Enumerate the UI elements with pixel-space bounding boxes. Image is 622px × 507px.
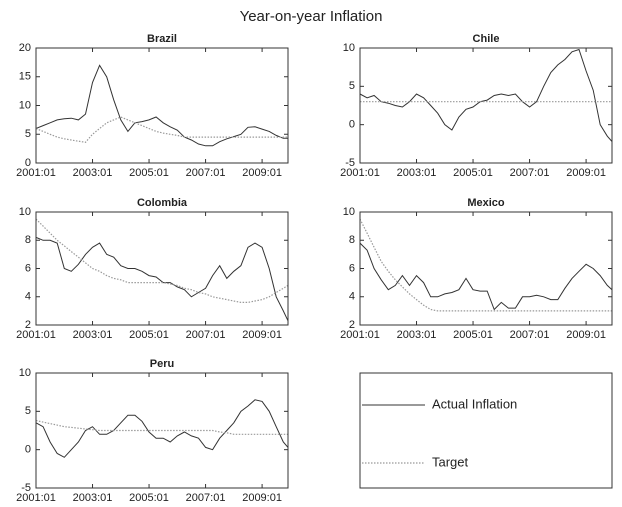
plot-frame: [359, 47, 613, 164]
panel: Colombia 2 4 6 8 10 2001:01 2003:01 2005:01 2007:…: [16, 197, 289, 341]
plot-frame: [359, 211, 613, 326]
x-tick-label: 2005:01: [453, 329, 493, 341]
panel-title: Peru: [150, 358, 174, 370]
y-tick-label: 10: [19, 99, 31, 111]
x-tick-label: 2003:01: [397, 329, 437, 341]
y-tick-label: 4: [349, 291, 355, 303]
panel: Peru -5 0 5 10 2001:01 2003:01 2005:01 2007:01 20…: [16, 358, 289, 504]
y-tick-label: 0: [25, 444, 31, 456]
x-tick-label: 2001:01: [340, 329, 380, 341]
y-tick-label: 10: [343, 206, 355, 218]
x-tick-label: 2009:01: [242, 329, 282, 341]
x-tick-label: 2005:01: [453, 167, 493, 179]
y-tick-label: 15: [19, 71, 31, 83]
x-tick-label: 2007:01: [510, 329, 550, 341]
series-line: [359, 48, 613, 142]
x-tick-label: 2007:01: [186, 492, 226, 504]
series-line: [35, 419, 288, 435]
y-tick-label: 4: [25, 291, 31, 303]
y-tick-label: 2: [349, 319, 355, 331]
y-tick-label: 5: [349, 80, 355, 92]
x-tick-label: 2009:01: [566, 329, 606, 341]
series-line: [35, 116, 288, 143]
legend-label: Actual Inflation: [432, 396, 517, 411]
x-tick-label: 2001:01: [340, 167, 380, 179]
x-tick-label: 2009:01: [242, 492, 282, 504]
legend: Actual Inflation Target: [359, 372, 613, 489]
panel-title: Mexico: [467, 197, 505, 209]
panel: Chile -5 0 5 10 2001:01 2003:01 2005:01 2007:01 2…: [340, 33, 613, 179]
x-tick-label: 2001:01: [16, 329, 56, 341]
panel: Mexico 2 4 6 8 10 2001:01 2003:01 2005:01 2007:01…: [340, 197, 613, 341]
y-tick-label: -5: [21, 482, 31, 494]
series-line: [35, 64, 288, 147]
y-tick-label: 5: [25, 128, 31, 140]
y-tick-label: 8: [25, 234, 31, 246]
x-tick-label: 2009:01: [242, 167, 282, 179]
y-tick-label: 2: [25, 319, 31, 331]
figure-title: Year-on-year Inflation: [240, 8, 383, 25]
plot-frame: [35, 47, 289, 164]
x-tick-label: 2003:01: [73, 329, 113, 341]
x-tick-label: 2007:01: [186, 167, 226, 179]
x-tick-label: 2001:01: [16, 492, 56, 504]
legend-frame: [359, 372, 613, 489]
y-tick-label: 10: [343, 42, 355, 54]
x-tick-label: 2007:01: [510, 167, 550, 179]
panel: Brazil 0 5 10 15 20 2001:01 2003:01 2005:01 2007:…: [16, 33, 289, 179]
x-tick-label: 2003:01: [73, 167, 113, 179]
panel-title: Colombia: [137, 197, 188, 209]
x-tick-label: 2005:01: [129, 492, 169, 504]
x-tick-label: 2001:01: [16, 167, 56, 179]
series-line: [359, 242, 613, 311]
series-line: [35, 399, 289, 458]
x-tick-label: 2003:01: [73, 492, 113, 504]
y-tick-label: 0: [349, 119, 355, 131]
series-line: [359, 218, 612, 312]
legend-label: Target: [432, 454, 469, 469]
y-tick-label: 10: [19, 367, 31, 379]
series-line: [35, 218, 289, 303]
y-tick-label: 20: [19, 42, 31, 54]
y-tick-label: 5: [25, 405, 31, 417]
x-tick-label: 2007:01: [186, 329, 226, 341]
y-tick-label: 10: [19, 206, 31, 218]
x-tick-label: 2005:01: [129, 329, 169, 341]
x-tick-label: 2003:01: [397, 167, 437, 179]
y-tick-label: 0: [25, 157, 31, 169]
x-tick-label: 2009:01: [566, 167, 606, 179]
panel-title: Brazil: [147, 33, 177, 45]
x-tick-label: 2005:01: [129, 167, 169, 179]
y-tick-label: 6: [25, 262, 31, 274]
plot-frame: [35, 372, 289, 489]
y-tick-label: 6: [349, 262, 355, 274]
y-tick-label: -5: [345, 157, 355, 169]
panel-title: Chile: [473, 33, 500, 45]
series-line: [35, 236, 289, 322]
y-tick-label: 8: [349, 234, 355, 246]
plot-frame: [35, 211, 289, 326]
